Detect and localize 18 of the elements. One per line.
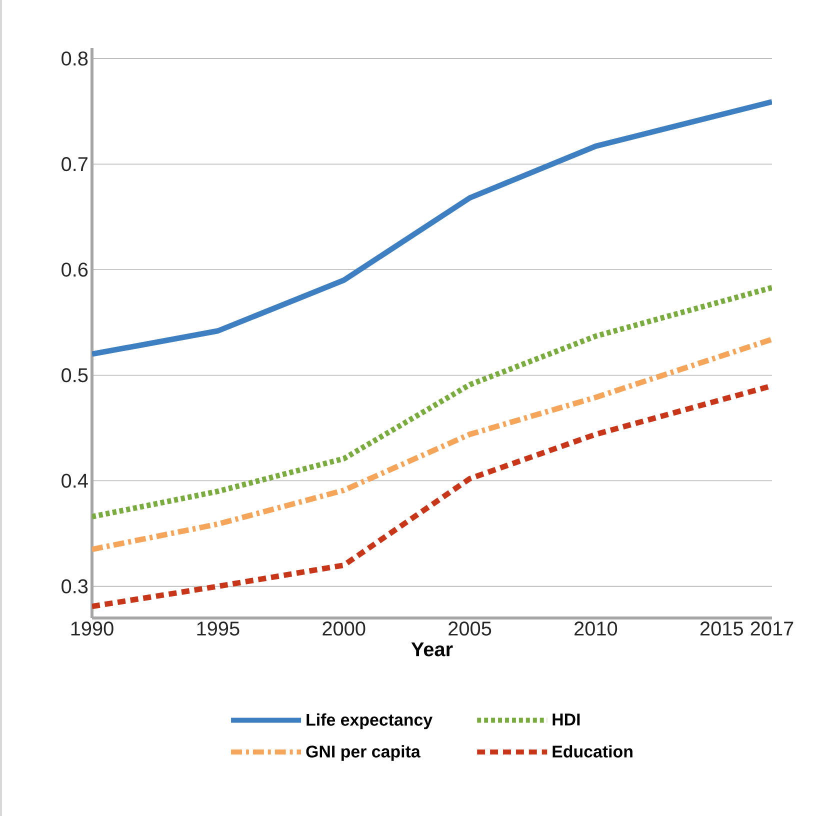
x-tick-label: 2017 (750, 622, 794, 636)
x-tick-label: 2005 (448, 622, 492, 636)
legend-label: GNI per capita (306, 745, 420, 761)
x-axis-title: Year (411, 642, 453, 656)
y-tick-label: 0.8 (62, 52, 88, 66)
x-tick-label: 1995 (197, 622, 240, 636)
x-tick-label: 1990 (71, 622, 114, 636)
y-tick-label: 0.7 (62, 157, 88, 172)
y-tick-label: 0.5 (62, 368, 88, 382)
legend-label: Education (552, 745, 632, 758)
y-tick-label: 0.6 (62, 262, 88, 277)
y-tick-label: 0.4 (62, 474, 88, 488)
x-tick-label: 2015 (700, 622, 743, 636)
legend-label: HDI (552, 714, 580, 726)
x-tick-label: 2000 (322, 622, 366, 636)
x-tick-label: 2010 (574, 622, 618, 636)
y-tick-label: 0.3 (62, 579, 88, 594)
legend-label: Life expectancy (306, 713, 433, 730)
